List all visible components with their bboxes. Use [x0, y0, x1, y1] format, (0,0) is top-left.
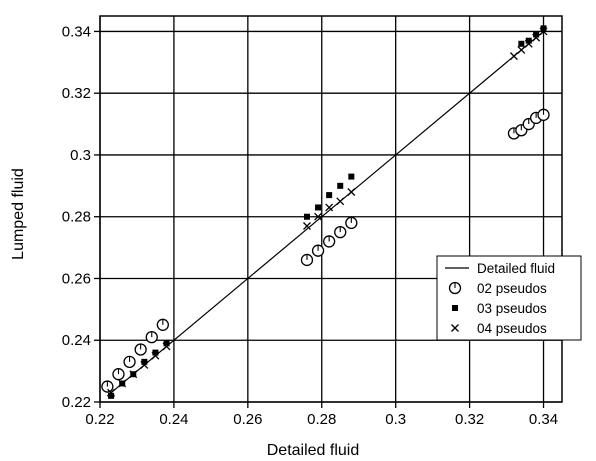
data-point: [532, 33, 541, 42]
data-point: [518, 40, 525, 47]
cross-stroke: [129, 370, 138, 379]
legend-label: Detailed fluid: [477, 261, 555, 276]
cross-stroke: [336, 197, 345, 206]
cross-stroke: [151, 351, 160, 360]
data-point: [533, 31, 540, 38]
cross-stroke: [325, 203, 334, 212]
x-tick-label: 0.26: [233, 411, 262, 428]
cross-stroke: [524, 39, 533, 48]
data-point: [123, 355, 136, 369]
data-point: [145, 331, 158, 344]
plot-frame: [99, 15, 563, 403]
cross-stroke: [140, 360, 149, 369]
grid-lines: [99, 16, 562, 403]
x-tick-label: 0.24: [159, 411, 188, 428]
data-point: [525, 37, 532, 44]
cross-stroke: [517, 46, 526, 54]
legend-label: 02 pseudos: [477, 281, 547, 296]
x-axis-label: Detailed fluid: [267, 442, 360, 459]
data-point: [347, 188, 356, 196]
cross-stroke: [162, 342, 171, 351]
x-tick-label: 0.28: [307, 411, 336, 428]
data-point: [315, 204, 322, 211]
data-point: [517, 46, 526, 54]
data-point: [101, 380, 114, 393]
data-point: [151, 351, 160, 360]
cross-stroke: [509, 52, 518, 61]
x-tick-label: 0.34: [529, 411, 558, 428]
legend: Detailed fluid 02 pseudos 03 pseudos 04 pse…: [436, 255, 582, 341]
data-point: [323, 235, 336, 248]
data-point: [540, 25, 547, 32]
cross-stroke: [314, 212, 323, 221]
y-axis-label: Lumped fluid: [10, 168, 27, 260]
data-point: [118, 379, 127, 388]
legend-label: 04 pseudos: [477, 321, 547, 336]
cross-stroke: [539, 27, 548, 36]
y-tick-label: 0.34: [62, 23, 91, 40]
data-point: [303, 222, 311, 230]
data-point: [303, 213, 310, 220]
legend-label: 03 pseudos: [477, 301, 547, 316]
data-point: [152, 349, 159, 356]
y-tick-label: 0.22: [62, 394, 91, 411]
x-tick-label: 0.32: [455, 411, 484, 428]
legend-symbol: [448, 281, 462, 295]
cross-stroke: [118, 379, 127, 388]
data-point: [326, 192, 333, 199]
data-point: [311, 244, 325, 257]
legend-symbol: [451, 324, 459, 332]
series-3: [107, 27, 548, 397]
series-1: [101, 108, 550, 393]
data-point: [112, 368, 125, 381]
cross-stroke: [451, 324, 459, 332]
data-point: [537, 108, 550, 121]
detailed-fluid-line: [107, 30, 544, 397]
cross-stroke: [107, 388, 116, 397]
tick-labels: 0.22 0.24 0.26 0.28 0.3 0.32 0.34 0.22 0.24 0.26 0…: [62, 23, 558, 428]
data-point: [107, 388, 116, 397]
data-point: [336, 197, 345, 206]
data-point: [345, 216, 358, 230]
data-point: [300, 253, 314, 267]
data-point: [314, 212, 323, 221]
data-point: [134, 343, 147, 356]
data-point: [129, 370, 138, 379]
y-tick-label: 0.24: [62, 332, 91, 349]
data-point: [334, 226, 347, 239]
data-point: [140, 360, 149, 369]
data-point: [141, 358, 148, 365]
data-point: [337, 182, 344, 189]
data-point: [325, 203, 334, 212]
y-tick-label: 0.28: [62, 209, 91, 226]
x-tick-label: 0.3: [385, 411, 406, 428]
plot-area: [101, 25, 550, 399]
y-tick-label: 0.3: [70, 147, 91, 164]
x-tick-label: 0.22: [85, 411, 114, 428]
legend-box: [436, 255, 582, 341]
data-point: [509, 52, 518, 61]
data-point: [348, 173, 355, 180]
y-tick-label: 0.32: [62, 85, 91, 102]
y-tick-label: 0.26: [62, 270, 91, 287]
data-point: [539, 27, 548, 36]
data-point: [162, 342, 171, 351]
series-2: [108, 25, 547, 399]
data-point: [524, 39, 533, 48]
cross-stroke: [532, 33, 541, 42]
cross-stroke: [303, 222, 311, 230]
legend-symbol: [452, 305, 458, 311]
data-point: [163, 340, 170, 347]
data-point: [108, 392, 115, 399]
data-point: [156, 318, 169, 331]
cross-stroke: [347, 188, 356, 196]
